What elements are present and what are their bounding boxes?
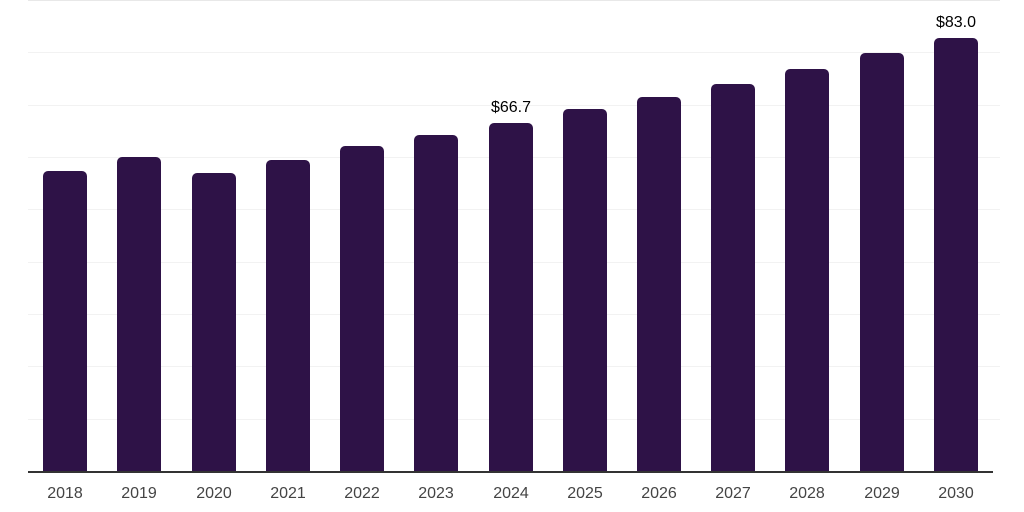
bar-2023	[414, 135, 458, 471]
x-tick-label-2024: 2024	[493, 485, 529, 502]
x-tick-label-2018: 2018	[47, 485, 83, 502]
value-label-2030: $83.0	[935, 14, 977, 31]
x-tick-label-2019: 2019	[121, 485, 157, 502]
x-tick-label-2022: 2022	[344, 485, 380, 502]
bar-2019	[117, 157, 161, 471]
x-tick-label-2030: 2030	[938, 485, 974, 502]
x-tick-label-2028: 2028	[789, 485, 825, 502]
bar-2018	[43, 171, 87, 471]
x-axis-line	[28, 471, 993, 473]
bar-2020	[192, 173, 236, 471]
value-label-2024: $66.7	[490, 99, 532, 116]
x-tick-label-2023: 2023	[418, 485, 454, 502]
x-tick-label-2026: 2026	[641, 485, 677, 502]
bar-2027	[711, 84, 755, 471]
bar-2025	[563, 109, 607, 471]
gridline-80	[28, 52, 1000, 53]
x-tick-label-2020: 2020	[196, 485, 232, 502]
x-tick-label-2021: 2021	[270, 485, 306, 502]
x-tick-label-2027: 2027	[715, 485, 751, 502]
bar-2026	[637, 97, 681, 471]
bar-2022	[340, 146, 384, 471]
gridline-90	[28, 0, 1000, 1]
bar-2024	[489, 123, 533, 471]
bar-2021	[266, 160, 310, 471]
bar-2029	[860, 53, 904, 471]
bar-2028	[785, 69, 829, 471]
x-tick-label-2025: 2025	[567, 485, 603, 502]
gridline-70	[28, 105, 1000, 106]
bar-2030	[934, 38, 978, 471]
x-tick-label-2029: 2029	[864, 485, 900, 502]
